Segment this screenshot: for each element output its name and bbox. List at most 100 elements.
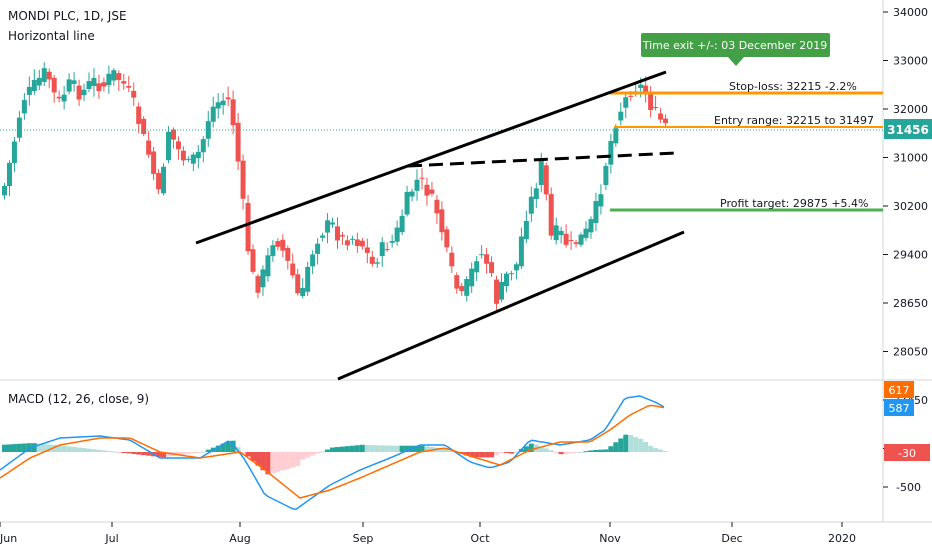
macd-histogram-bar	[21, 443, 27, 452]
macd-histogram-bar	[404, 445, 410, 452]
candle-body	[81, 89, 87, 96]
macd-histogram-bar	[528, 443, 534, 452]
candle-body	[459, 286, 465, 292]
candle-body	[613, 128, 619, 144]
macd-histogram-bar	[290, 452, 296, 468]
macd-histogram-bar	[414, 445, 420, 452]
candle-body	[270, 245, 276, 257]
macd-histogram-bar	[364, 444, 370, 452]
macd-histogram-bar	[399, 445, 405, 452]
candle-body	[543, 165, 549, 195]
candle-body	[205, 121, 211, 139]
candle-body	[414, 179, 420, 191]
macd-histogram-bar	[91, 449, 97, 452]
candle-body	[568, 240, 574, 242]
macd-histogram-bar	[439, 448, 445, 452]
candle-body	[11, 141, 17, 164]
macd-histogram-bar	[449, 450, 455, 452]
candle-body	[374, 262, 380, 264]
candle-body	[653, 107, 659, 109]
candle-body	[61, 94, 67, 102]
candle-body	[518, 236, 524, 267]
candle-body	[553, 225, 559, 241]
candle-body	[558, 230, 564, 236]
candle-body	[180, 150, 186, 161]
channel-lower-line[interactable]	[337, 230, 685, 381]
candle-body	[190, 154, 196, 164]
time-axis[interactable]: Jun Jul Aug Sep Oct Nov Dec 2020	[0, 522, 856, 545]
candle-body	[628, 95, 634, 97]
macd-histogram-bar	[374, 445, 380, 452]
macd-histogram-bar	[111, 451, 117, 453]
price-tick-label: 30200	[893, 200, 928, 213]
macd-histogram-bar	[653, 448, 659, 452]
candle-body	[16, 117, 22, 138]
candle-body	[175, 141, 181, 150]
candle-body	[300, 287, 306, 297]
candle-body	[220, 100, 226, 106]
neckline-dashed[interactable]	[407, 151, 677, 168]
macd-histogram-bar	[553, 452, 559, 453]
candle-body	[359, 240, 365, 247]
macd-histogram-bar	[161, 452, 167, 458]
candle-body	[21, 100, 27, 114]
channel-upper-line[interactable]	[195, 70, 667, 245]
price-tick-label: 28650	[893, 297, 928, 310]
macd-layer	[0, 395, 669, 511]
candle-body	[424, 184, 430, 196]
macd-histogram-bar	[623, 434, 629, 452]
candle-body	[136, 106, 142, 124]
macd-histogram-bar	[76, 447, 82, 452]
macd-histogram-bar	[638, 438, 644, 452]
macd-histogram-bar	[305, 452, 311, 458]
macd-histogram-bar	[523, 446, 529, 452]
candle-body	[255, 276, 261, 293]
candle-body	[285, 247, 291, 261]
candle-body	[151, 151, 157, 174]
macd-histogram-bar	[56, 445, 62, 452]
time-exit-callout[interactable]: Time exit +/-: 03 December 2019	[641, 33, 830, 66]
macd-histogram-value: -30	[898, 447, 916, 460]
candle-body	[76, 85, 82, 100]
macd-axis-label: -500	[896, 481, 921, 494]
macd-histogram-bar	[96, 449, 102, 452]
candle-body	[484, 254, 490, 264]
macd-histogram-bar	[354, 445, 360, 452]
macd-histogram-bar	[658, 449, 664, 452]
candle-body	[161, 166, 167, 194]
candle-body	[608, 141, 614, 165]
macd-histogram-bar	[320, 451, 326, 453]
candle-body	[369, 256, 375, 264]
macd-histogram-bar	[275, 452, 281, 472]
signal-line	[0, 404, 665, 499]
candle-body	[170, 129, 176, 140]
macd-histogram-bar	[573, 452, 579, 453]
macd-histogram-bar	[131, 452, 137, 454]
macd-histogram-bar	[11, 444, 17, 452]
macd-histogram-bar	[225, 441, 231, 452]
candle-body	[126, 85, 132, 88]
macd-histogram-bar	[245, 452, 251, 457]
candle-body	[91, 77, 97, 86]
candle-body	[399, 215, 405, 233]
candle-body	[36, 77, 42, 86]
candle-body	[444, 229, 450, 248]
macd-histogram-bar	[300, 452, 306, 460]
macd-histogram-bar	[200, 451, 206, 453]
macd-histogram-bar	[335, 447, 340, 452]
macd-histogram-bar	[608, 446, 614, 452]
candle-body	[71, 80, 77, 84]
macd-histogram-bar	[255, 452, 261, 466]
time-tick-label: Dec	[721, 532, 742, 545]
macd-histogram-bar	[195, 452, 201, 453]
macd-histogram-bar	[563, 452, 569, 455]
candle-body	[335, 226, 340, 241]
time-tick-label: Jun	[0, 532, 17, 545]
time-exit-label: Time exit +/-: 03 December 2019	[642, 39, 828, 52]
candle-body	[354, 239, 360, 246]
candle-body	[121, 81, 127, 84]
macd-histogram-bar	[26, 443, 32, 452]
macd-histogram-bar	[295, 452, 301, 467]
drawing-tool-label: Horizontal line	[8, 29, 95, 43]
